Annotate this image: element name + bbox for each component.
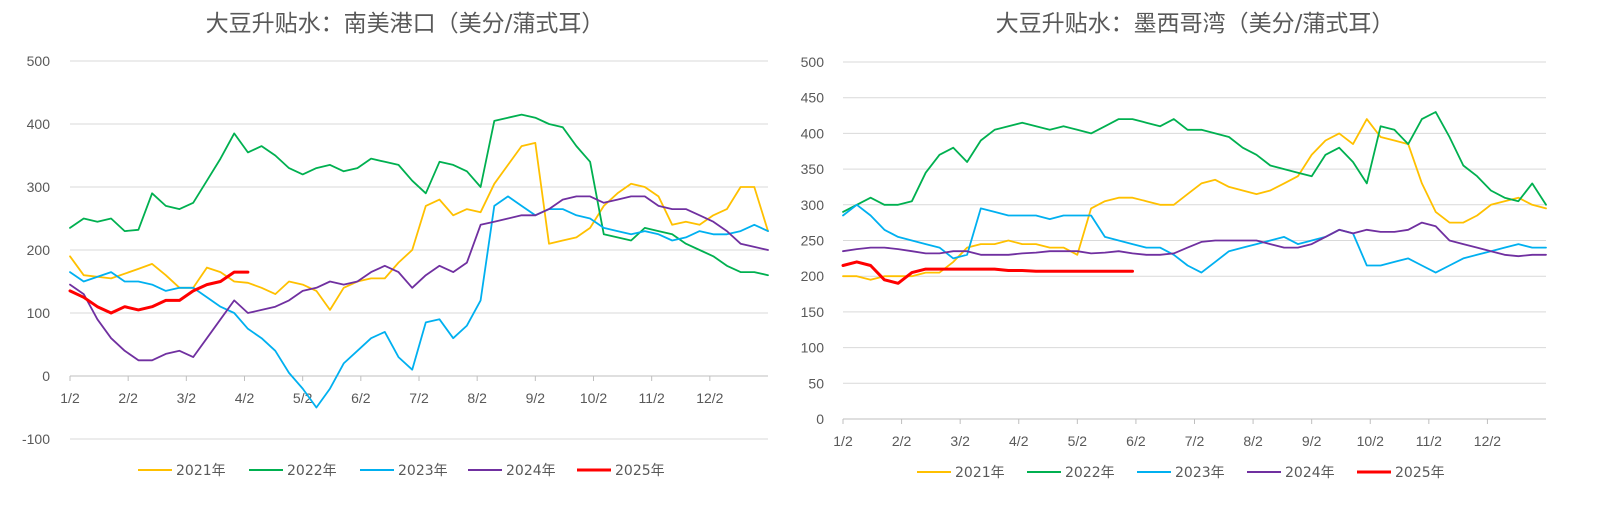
legend: 2021年 2022年 2023年 2024年 2025年 <box>917 465 1445 481</box>
chart-title: 大豆升贴水：墨西哥湾（美分/蒲式耳） <box>996 11 1395 37</box>
y-tick-label: 100 <box>801 340 825 356</box>
y-tick-label: -100 <box>22 431 50 447</box>
y-tick-label: 400 <box>27 116 51 132</box>
series-line-2021年 <box>69 141 769 311</box>
y-axis-ticks: 0 50 100 150 200 250 300 350 400 450 500 <box>801 54 825 427</box>
legend-label: 2022年 <box>287 463 337 479</box>
x-tick-label: 6/2 <box>351 390 371 406</box>
series-lines <box>841 111 1547 285</box>
y-tick-label: 200 <box>27 242 51 258</box>
y-tick-label: 500 <box>27 53 51 69</box>
x-tick-label: 1/2 <box>60 390 80 406</box>
series-line-2023年 <box>842 203 1547 274</box>
y-tick-label: 100 <box>27 305 51 321</box>
x-tick-label: 10/2 <box>1357 433 1384 449</box>
y-axis-ticks: -100 0 100 200 300 400 500 <box>22 53 50 447</box>
x-tick-label: 8/2 <box>1243 433 1263 449</box>
chart-south-america-ports: 大豆升贴水：南美港口（美分/蒲式耳） -1000100200300400500 … <box>22 11 769 479</box>
series-line-2025年 <box>841 260 1134 285</box>
y-tick-label: 50 <box>808 375 824 391</box>
x-axis-ticks: 1/2 2/2 3/2 4/2 5/2 6/2 7/2 8/2 9/2 10/2 11/2 12/2 <box>833 419 1501 449</box>
x-tick-label: 4/2 <box>235 390 255 406</box>
x-tick-label: 5/2 <box>1068 433 1088 449</box>
y-tick-label: 450 <box>801 90 825 106</box>
y-tick-label: 0 <box>42 368 50 384</box>
legend: 2021年 2022年 2023年 2024年 2025年 <box>138 463 665 479</box>
y-tick-label: 300 <box>27 179 51 195</box>
legend-label: 2024年 <box>506 463 556 479</box>
x-tick-label: 11/2 <box>639 390 665 406</box>
x-tick-label: 3/2 <box>177 390 197 406</box>
legend-label: 2024年 <box>1285 465 1335 481</box>
x-tick-label: 2/2 <box>892 433 912 449</box>
x-tick-label: 3/2 <box>950 433 970 449</box>
legend-label: 2025年 <box>615 463 665 479</box>
y-tick-label: 0 <box>816 411 824 427</box>
x-tick-label: 1/2 <box>833 433 853 449</box>
legend-label: 2022年 <box>1065 465 1115 481</box>
legend-label: 2025年 <box>1395 465 1445 481</box>
y-tick-label: 350 <box>801 161 825 177</box>
series-line-2025年 <box>68 270 250 315</box>
y-tick-label: 200 <box>801 268 825 284</box>
y-tick-label: 500 <box>801 54 825 70</box>
x-axis-ticks: 1/2 2/2 3/2 4/2 5/2 6/2 7/2 8/2 9/2 10/2 11/2 12/2 <box>60 376 724 406</box>
series-line-2023年 <box>69 195 769 409</box>
y-tick-label: 150 <box>801 304 825 320</box>
chart-gulf-of-mexico: 大豆升贴水：墨西哥湾（美分/蒲式耳） 0 50 100 150 200 250 300 350… <box>801 11 1547 481</box>
x-tick-label: 7/2 <box>1185 433 1205 449</box>
legend-label: 2021年 <box>955 465 1005 481</box>
legend-label: 2023年 <box>1175 465 1225 481</box>
series-line-2022年 <box>842 111 1547 213</box>
series-line-2021年 <box>842 118 1547 281</box>
x-tick-label: 9/2 <box>526 390 546 406</box>
legend-label: 2021年 <box>176 463 226 479</box>
series-line-2022年 <box>69 113 769 277</box>
y-tick-label: 400 <box>801 125 825 141</box>
x-tick-label: 10/2 <box>580 390 607 406</box>
x-tick-label: 8/2 <box>467 390 487 406</box>
x-tick-label: 7/2 <box>409 390 429 406</box>
x-tick-label: 9/2 <box>1302 433 1322 449</box>
series-line-2024年 <box>69 195 769 362</box>
x-tick-label: 4/2 <box>1009 433 1029 449</box>
y-tick-label: 250 <box>801 233 825 249</box>
x-tick-label: 12/2 <box>1474 433 1501 449</box>
series-lines <box>68 113 769 409</box>
series-line-2024年 <box>842 221 1547 258</box>
x-tick-label: 11/2 <box>1416 433 1442 449</box>
x-tick-label: 6/2 <box>1126 433 1146 449</box>
x-tick-label: 2/2 <box>118 390 138 406</box>
x-tick-label: 12/2 <box>696 390 723 406</box>
gridlines <box>843 61 1546 420</box>
chart-title: 大豆升贴水：南美港口（美分/蒲式耳） <box>206 11 605 37</box>
legend-label: 2023年 <box>398 463 448 479</box>
y-tick-label: 300 <box>801 197 825 213</box>
gridlines <box>70 60 768 440</box>
